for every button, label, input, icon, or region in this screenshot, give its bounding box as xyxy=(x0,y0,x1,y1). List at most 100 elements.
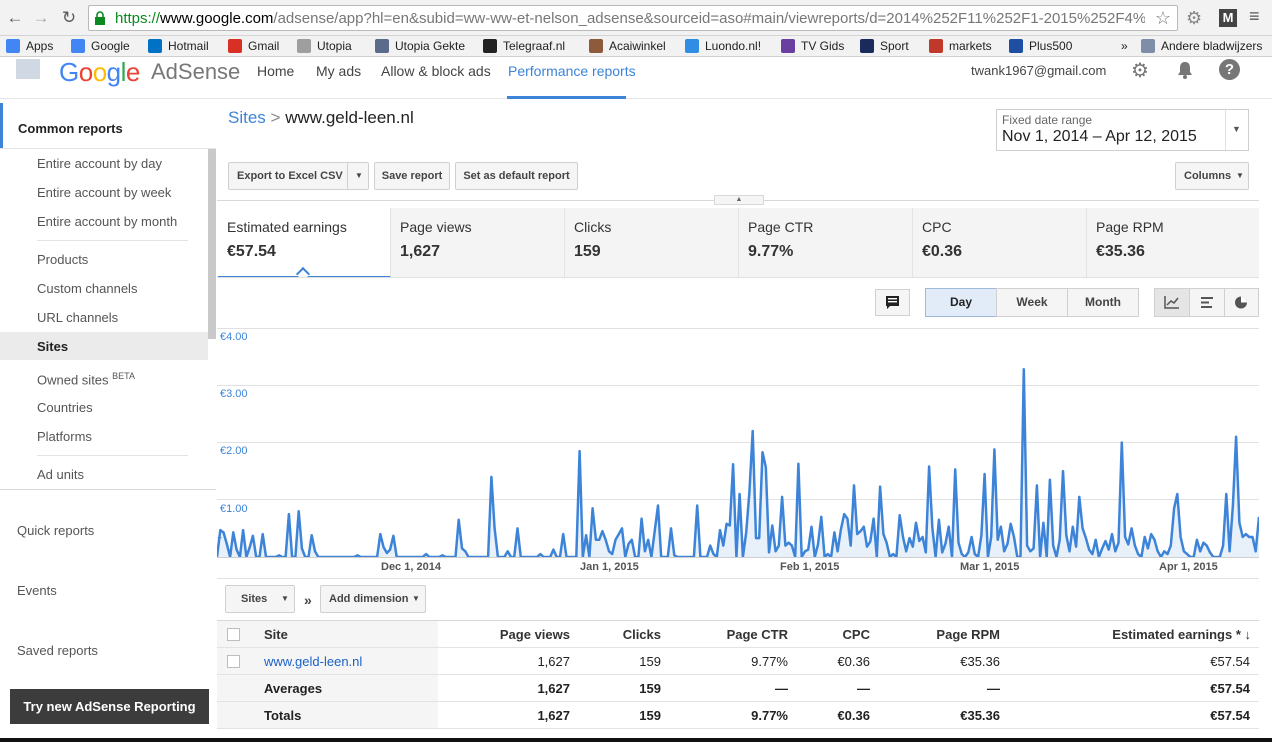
sidebar-item-url-channels[interactable]: URL channels xyxy=(37,310,119,325)
set-default-report-button[interactable]: Set as default report xyxy=(455,162,578,190)
metric-page-rpm[interactable]: Page RPM €35.36 xyxy=(1087,208,1259,278)
y-tick-label: €2.00 xyxy=(220,445,248,457)
column-header-estimated-earnings[interactable]: Estimated earnings * ↓ xyxy=(1112,627,1251,642)
averages-label: Averages xyxy=(264,681,323,696)
help-icon[interactable]: ? xyxy=(1219,59,1240,80)
try-new-reporting-button[interactable]: Try new AdSense Reporting xyxy=(10,689,209,724)
sidebar-common-reports[interactable]: Common reports xyxy=(0,103,216,149)
granularity-day-button[interactable]: Day xyxy=(925,288,997,317)
site-link[interactable]: www.geld-leen.nl xyxy=(264,654,363,669)
account-email[interactable]: twank1967@gmail.com xyxy=(971,63,1107,78)
metric-clicks[interactable]: Clicks 159 xyxy=(565,208,739,278)
google-logo[interactable]: Google xyxy=(59,57,140,87)
chart-expand-handle[interactable]: + xyxy=(217,533,223,543)
column-header-page-rpm[interactable]: Page RPM xyxy=(936,627,1000,642)
annotations-button[interactable] xyxy=(875,289,910,316)
sidebar-saved-reports[interactable]: Saved reports xyxy=(17,643,98,658)
table-top-border xyxy=(217,620,1259,621)
metric-page-views[interactable]: Page views 1,627 xyxy=(391,208,565,278)
columns-button[interactable]: Columns ▼ xyxy=(1175,162,1249,190)
reload-icon[interactable]: ↻ xyxy=(61,8,77,27)
bookmark-tv-gids[interactable]: TV Gids xyxy=(781,38,844,55)
date-range-divider xyxy=(1225,110,1226,150)
export-csv-button[interactable]: Export to Excel CSV ▼ xyxy=(228,162,369,190)
nav-home[interactable]: Home xyxy=(257,63,295,79)
bookmark-[interactable]: » xyxy=(1121,38,1128,55)
menu-icon[interactable]: ≡ xyxy=(1249,6,1260,26)
back-icon[interactable]: ← xyxy=(6,8,24,27)
column-header-cpc[interactable]: CPC xyxy=(842,627,870,642)
granularity-week-button[interactable]: Week xyxy=(996,288,1068,317)
x-tick-label: Feb 1, 2015 xyxy=(780,561,840,573)
extension-m-icon[interactable]: M xyxy=(1219,9,1237,27)
bookmark-gmail[interactable]: Gmail xyxy=(228,38,279,55)
nav-my-ads[interactable]: My ads xyxy=(316,63,362,79)
metric-cpc[interactable]: CPC €0.36 xyxy=(913,208,1087,278)
column-header-clicks[interactable]: Clicks xyxy=(622,627,661,642)
sidebar-item-ad-units[interactable]: Ad units xyxy=(37,467,84,482)
sidebar-item-entire-account-by-month[interactable]: Entire account by month xyxy=(37,214,178,229)
table-view-button[interactable] xyxy=(1189,288,1225,317)
sidebar-quick-reports[interactable]: Quick reports xyxy=(17,523,95,538)
sidebar-scrollbar[interactable] xyxy=(208,149,216,339)
bookmark-sport[interactable]: Sport xyxy=(860,38,909,55)
forward-icon[interactable]: → xyxy=(32,8,50,27)
pie-chart-view-button[interactable] xyxy=(1224,288,1259,317)
metric-value: €57.54 xyxy=(227,243,276,260)
bookmark-markets[interactable]: markets xyxy=(929,38,992,55)
sidebar-item-platforms[interactable]: Platforms xyxy=(37,429,92,444)
metric-estimated-earnings[interactable]: Estimated earnings €57.54 xyxy=(218,208,391,282)
sidebar-item-sites[interactable]: Sites xyxy=(37,339,69,354)
sidebar-item-owned-sites[interactable]: Owned sites BETA xyxy=(37,371,135,387)
add-dimension-button[interactable]: Add dimension ▼ xyxy=(320,585,426,613)
dimension-sites-dropdown[interactable]: Sites ▼ xyxy=(225,585,295,613)
line-chart-view-button[interactable] xyxy=(1154,288,1190,317)
notifications-bell-icon[interactable] xyxy=(1175,60,1195,80)
select-all-checkbox[interactable] xyxy=(227,628,240,641)
bookmark-telegraaf-nl[interactable]: Telegraaf.nl xyxy=(483,38,565,55)
bookmark-utopia-gekte[interactable]: Utopia Gekte xyxy=(375,38,465,55)
metric-page-ctr[interactable]: Page CTR 9.77% xyxy=(739,208,913,278)
date-range-picker[interactable]: Fixed date range Nov 1, 2014 – Apr 12, 2… xyxy=(996,109,1249,151)
bookmark-acaiwinkel[interactable]: Acaiwinkel xyxy=(589,38,666,55)
collapse-toggle-icon[interactable]: ▲ xyxy=(714,195,764,205)
x-tick-label: Dec 1, 2014 xyxy=(381,561,441,573)
settings-gear-icon[interactable]: ⚙ xyxy=(1131,60,1149,82)
sidebar-item-entire-account-by-week[interactable]: Entire account by week xyxy=(37,185,172,200)
save-report-button[interactable]: Save report xyxy=(374,162,450,190)
sidebar-item-products[interactable]: Products xyxy=(37,252,89,267)
column-header-page-ctr[interactable]: Page CTR xyxy=(726,627,788,642)
bookmark-luondo-nl[interactable]: Luondo.nl! xyxy=(685,38,761,55)
sidebar-events[interactable]: Events xyxy=(17,583,57,598)
bookmark-apps[interactable]: Apps xyxy=(6,38,53,55)
metric-value: 159 xyxy=(574,243,601,260)
chevron-down-icon[interactable]: ▼ xyxy=(355,171,363,180)
bookmark-andere-bladwijzers[interactable]: Andere bladwijzers xyxy=(1141,38,1262,55)
row-checkbox[interactable] xyxy=(227,655,240,668)
bookmark-label: Google xyxy=(91,39,130,53)
granularity-month-button[interactable]: Month xyxy=(1067,288,1139,317)
column-header-site[interactable]: Site xyxy=(264,627,288,642)
bookmark-label: Sport xyxy=(880,39,909,53)
sidebar-item-countries[interactable]: Countries xyxy=(37,400,93,415)
nav-allow-block-ads[interactable]: Allow & block ads xyxy=(381,63,491,79)
breadcrumb-sites-link[interactable]: Sites xyxy=(228,108,266,127)
earnings-chart[interactable] xyxy=(217,328,1259,558)
address-bar[interactable]: https://www.google.com/adsense/app?hl=en… xyxy=(88,5,1178,31)
nav-performance-reports[interactable]: Performance reports xyxy=(508,63,636,79)
sidebar-item-custom-channels[interactable]: Custom channels xyxy=(37,281,138,296)
bookmark-star-icon[interactable]: ☆ xyxy=(1154,8,1171,28)
bookmark-plus500[interactable]: Plus500 xyxy=(1009,38,1072,55)
chart-baseline xyxy=(217,557,1259,558)
bookmark-google[interactable]: Google xyxy=(71,38,130,55)
y-tick-label: €4.00 xyxy=(220,331,248,343)
table-cell: 159 xyxy=(639,708,661,723)
extension-gear-icon[interactable]: ⚙ xyxy=(1186,8,1203,28)
column-header-page-views[interactable]: Page views xyxy=(499,627,570,642)
bookmark-hotmail[interactable]: Hotmail xyxy=(148,38,209,55)
chart-gridline xyxy=(217,442,1259,443)
bookmark-label: Andere bladwijzers xyxy=(1161,39,1263,53)
sidebar-item-entire-account-by-day[interactable]: Entire account by day xyxy=(37,156,163,171)
table-row-divider xyxy=(217,728,1259,729)
bookmark-utopia[interactable]: Utopia xyxy=(297,38,352,55)
